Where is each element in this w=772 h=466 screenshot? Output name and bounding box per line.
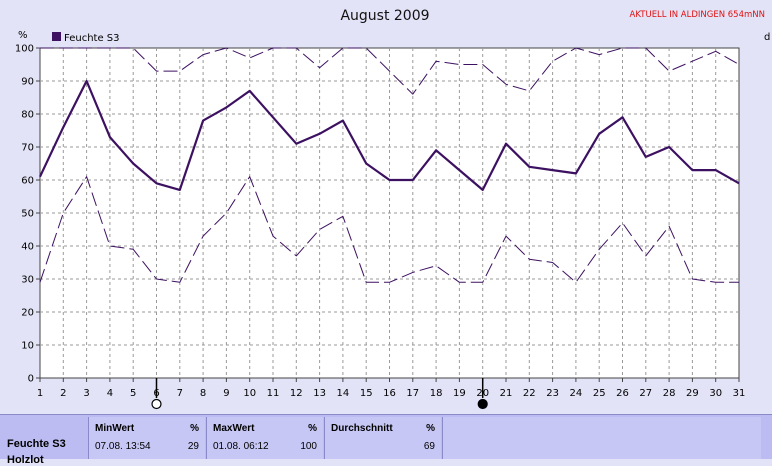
x-tick-label: 7 [177, 388, 183, 399]
x-tick-label: 29 [686, 388, 699, 399]
max-value: 100 [300, 441, 317, 452]
x-tick-label: 11 [267, 388, 280, 399]
avg-unit: % [426, 423, 435, 434]
new-moon-marker [152, 400, 161, 409]
y-tick-label: 100 [15, 44, 34, 55]
y-tick-label: 60 [21, 176, 34, 187]
x-tick-label: 27 [639, 388, 652, 399]
x-tick-label: 14 [337, 388, 350, 399]
location-note: AKTUELL IN ALDINGEN 654mNN [630, 10, 765, 20]
x-tick-label: 2 [60, 388, 66, 399]
right-axis-unit: d [764, 32, 770, 43]
x-tick-label: 24 [570, 388, 583, 399]
chart-title: August 2009 [340, 8, 429, 24]
max-header: MaxWert [213, 423, 255, 434]
max-cell: MaxWert % 01.08. 06:12 100 [206, 417, 323, 459]
x-tick-label: 1 [37, 388, 43, 399]
x-tick-label: 18 [430, 388, 443, 399]
y-tick-label: 90 [21, 77, 34, 88]
avg-header: Durchschnitt [331, 423, 393, 434]
min-unit: % [190, 423, 199, 434]
x-tick-label: 23 [546, 388, 559, 399]
x-tick-label: 21 [500, 388, 513, 399]
x-tick-label: 26 [616, 388, 629, 399]
legend-swatch [52, 32, 61, 41]
y-tick-label: 30 [21, 275, 34, 286]
y-axis-unit: % [18, 30, 28, 41]
y-tick-label: 80 [21, 110, 34, 121]
x-tick-label: 15 [360, 388, 373, 399]
full-moon-marker [478, 400, 487, 409]
x-tick-label: 22 [523, 388, 536, 399]
max-date: 01.08. 06:12 [213, 441, 269, 452]
x-tick-label: 12 [290, 388, 303, 399]
stats-series-label: Feuchte S3 [7, 438, 66, 450]
legend-label: Feuchte S3 [64, 33, 120, 44]
x-tick-label: 16 [383, 388, 396, 399]
x-tick-label: 30 [709, 388, 722, 399]
x-tick-label: 4 [107, 388, 113, 399]
x-tick-label: 9 [223, 388, 229, 399]
x-tick-label: 10 [243, 388, 256, 399]
x-tick-label: 28 [663, 388, 676, 399]
min-value: 29 [188, 441, 199, 452]
x-tick-label: 13 [313, 388, 326, 399]
x-tick-label: 17 [406, 388, 419, 399]
x-tick-label: 31 [733, 388, 746, 399]
min-header: MinWert [95, 423, 134, 434]
y-tick-label: 50 [21, 209, 34, 220]
y-tick-label: 0 [28, 374, 34, 385]
y-tick-label: 40 [21, 242, 34, 253]
y-tick-label: 70 [21, 143, 34, 154]
x-tick-label: 5 [130, 388, 136, 399]
max-unit: % [308, 423, 317, 434]
empty-cell [442, 417, 761, 459]
x-tick-label: 8 [200, 388, 206, 399]
y-tick-label: 20 [21, 308, 34, 319]
min-cell: MinWert % 07.08. 13:54 29 [88, 417, 205, 459]
min-date: 07.08. 13:54 [95, 441, 151, 452]
x-tick-label: 19 [453, 388, 466, 399]
stats-series-label-2: Holzlot [7, 454, 44, 466]
x-tick-label: 25 [593, 388, 606, 399]
avg-value: 69 [424, 441, 435, 452]
avg-cell: Durchschnitt % 69 [324, 417, 441, 459]
x-tick-label: 3 [83, 388, 89, 399]
y-tick-label: 10 [21, 341, 34, 352]
stats-panel: Feuchte S3 Holzlot MinWert % 07.08. 13:5… [0, 414, 772, 459]
